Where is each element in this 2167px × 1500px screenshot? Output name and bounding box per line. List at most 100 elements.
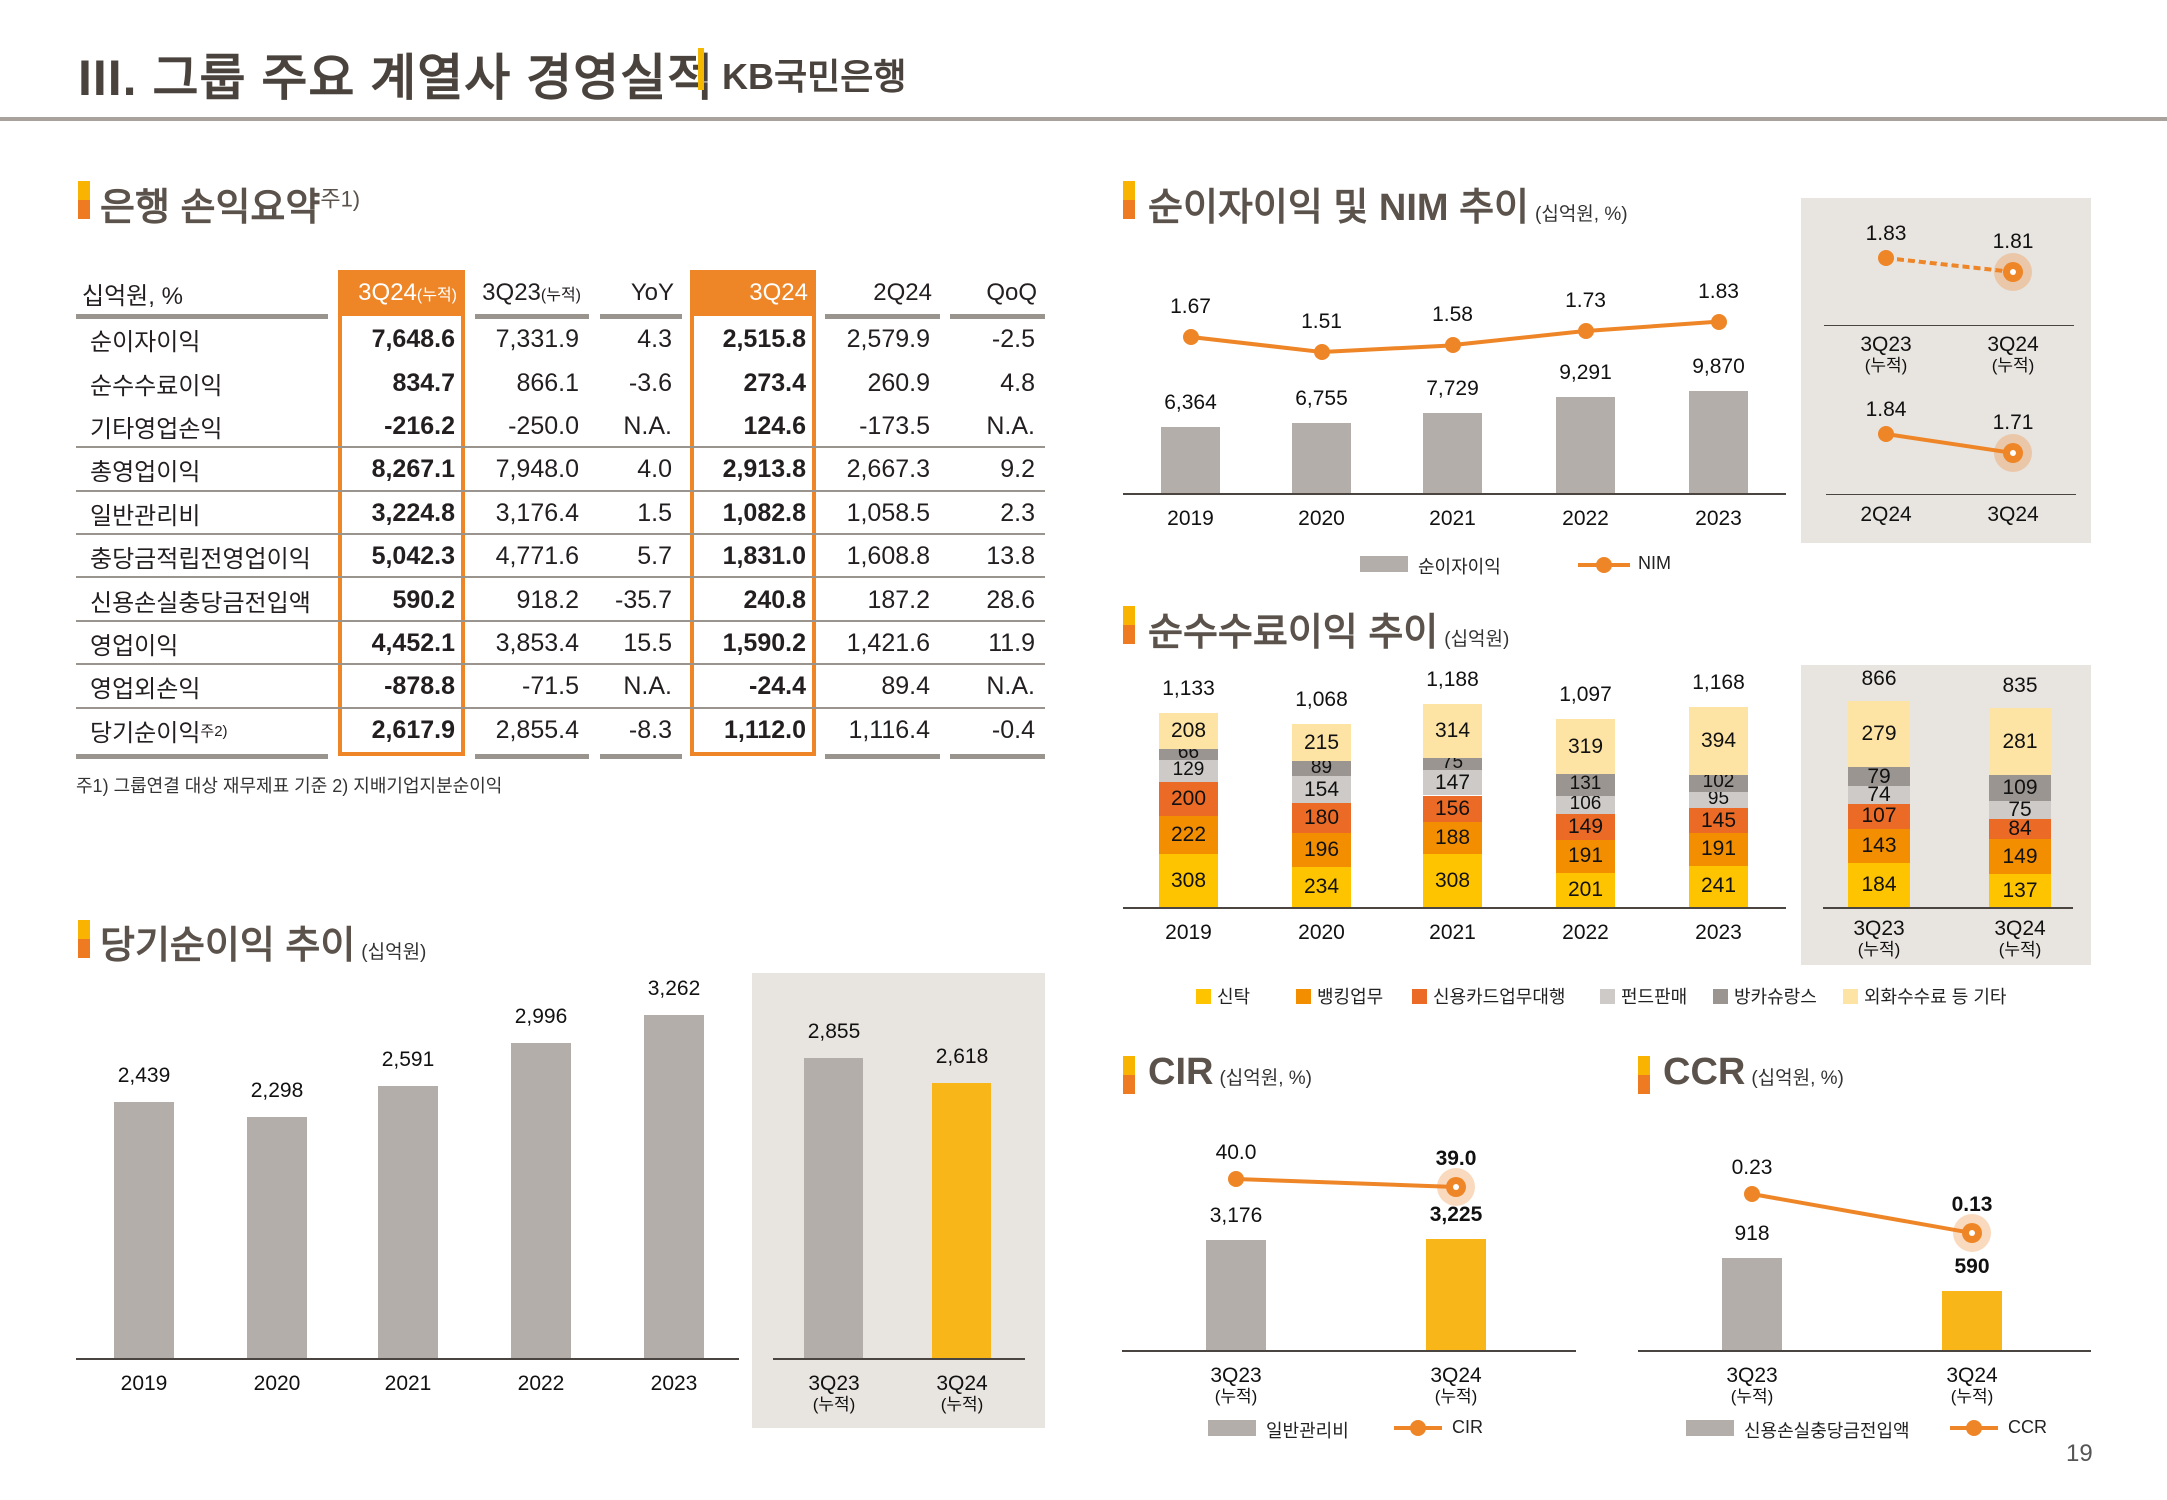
table-cell: 8,267.1 <box>371 455 455 484</box>
legend-swatch-bar <box>1208 1420 1256 1436</box>
section-marker <box>78 181 90 219</box>
stack-segment <box>1423 757 1482 771</box>
ratio-point <box>1744 1186 1760 1202</box>
row-separator <box>76 663 1045 666</box>
table-unit-label: 십억원, % <box>82 282 183 310</box>
total-label: 866 <box>1861 666 1897 690</box>
table-cell: N.A. <box>623 672 672 701</box>
segment-label: 184 <box>1861 873 1897 897</box>
legend-item: 펀드판매 <box>1600 983 1687 1009</box>
data-label: 590 <box>1954 1255 1990 1278</box>
legend-swatch <box>1196 988 1211 1004</box>
bar <box>1292 423 1351 493</box>
x-tick-label: 2022 <box>1562 507 1609 530</box>
bar <box>1722 1258 1782 1350</box>
table-cell: 3,176.4 <box>495 498 579 527</box>
x-tick-label: 3Q24 (누적) <box>1430 1364 1481 1405</box>
segment-label: 109 <box>2002 776 2038 800</box>
category-label-text: 3Q24 <box>1430 1364 1482 1387</box>
table-cell: 2.3 <box>1000 498 1035 527</box>
table-cell: 7,648.6 <box>371 325 455 354</box>
category-label-sub: (누적) <box>1950 1387 1994 1406</box>
table-cell: 1.5 <box>637 498 672 527</box>
table-cell: -71.5 <box>522 672 579 701</box>
legend-swatch-marker <box>1596 557 1612 573</box>
x-tick-label: 2023 <box>1695 921 1742 944</box>
table-bottom-rule <box>600 754 682 759</box>
category-label-sub: (누적) <box>812 1395 856 1414</box>
table-bottom-rule <box>950 754 1045 759</box>
segment-label: 279 <box>1861 722 1897 746</box>
x-tick-label: 2023 <box>650 1372 698 1395</box>
table-row: 당기순이익 주2) 2,617.9 2,855.4 -8.3 1,112.0 1,116.4… <box>76 709 1045 752</box>
panel-axis <box>1826 494 2076 495</box>
row-separator <box>76 446 1045 449</box>
summary-section-title: 은행 손익요약주1) <box>100 176 360 231</box>
legend-label: 일반관리비 <box>1266 1421 1349 1441</box>
category-label-text: 3Q23 <box>1853 917 1905 940</box>
table-cell: 124.6 <box>743 411 806 440</box>
segment-label: 131 <box>1569 773 1602 795</box>
net-income-unit: (십억원) <box>361 942 427 963</box>
header-rule <box>76 314 328 319</box>
stack-segment <box>1423 703 1482 758</box>
stack-segment <box>1423 795 1482 823</box>
legend-swatch-bar <box>1360 556 1408 572</box>
x-axis-panel <box>1823 907 2073 909</box>
section-marker <box>1123 606 1135 644</box>
table-cell: 834.7 <box>392 368 455 397</box>
header-divider <box>0 117 2167 121</box>
fee-title-text: 순수수료이익 추이 <box>1148 612 1439 654</box>
total-label: 1,168 <box>1692 671 1745 695</box>
table-cell: 13.8 <box>986 542 1035 571</box>
stack-segment <box>1423 854 1482 907</box>
header-rule <box>950 314 1045 319</box>
total-label: 835 <box>2002 674 2038 698</box>
table-cell: 7,948.0 <box>495 455 579 484</box>
row-label-text: 영업이익 <box>90 632 179 660</box>
stack-segment <box>1989 708 2051 776</box>
row-label: 기타영업손익 <box>76 405 342 448</box>
net-income-ytd-panel <box>752 973 1045 1428</box>
stack-segment <box>1848 829 1910 864</box>
segment-label: 196 <box>1303 838 1340 862</box>
category-label-text: 3Q24 <box>1994 917 2046 940</box>
row-label: 당기순이익 주2) <box>76 709 342 752</box>
row-separator <box>76 489 1045 492</box>
nim-section-title: 순이자이익 및 NIM 추이 (십억원, %) <box>1148 176 1628 231</box>
bar <box>1556 397 1615 493</box>
legend-label: NIM <box>1638 553 1671 573</box>
column-header-label: 2Q24 <box>873 279 932 306</box>
column-header: 3Q24 (누적) <box>338 270 465 316</box>
segment-label: 319 <box>1567 734 1604 758</box>
nim-cumulative-point <box>1878 250 1894 266</box>
header-rule <box>825 314 940 319</box>
ratio-line <box>1235 1177 1457 1189</box>
legend-label: 방카슈랑스 <box>1734 987 1817 1007</box>
row-label-text: 충당금적립전영업이익 <box>90 546 311 574</box>
panel-category-label: 3Q24 (누적) <box>1987 333 2038 374</box>
legend-swatch <box>1296 988 1311 1004</box>
table-cell: 1,590.2 <box>722 628 806 657</box>
stack-segment <box>1989 801 2051 819</box>
data-label: 3,225 <box>1429 1202 1483 1226</box>
segment-label: 102 <box>1702 771 1735 793</box>
table-row: 총영업이익 8,267.1 7,948.0 4.0 2,913.8 2,667.3 9.2 <box>76 448 1045 492</box>
x-tick-label: 2022 <box>517 1372 565 1395</box>
category-label-text: 2Q24 <box>1860 503 1912 526</box>
segment-label: 89 <box>1310 756 1333 778</box>
segment-label: 143 <box>1861 834 1897 858</box>
table-bottom-rule <box>76 754 328 759</box>
legend-item: 뱅킹업무 <box>1296 983 1383 1009</box>
table-cell: 4,771.6 <box>495 542 579 571</box>
table-cell: 1,082.8 <box>722 498 806 527</box>
x-tick-label: 2019 <box>1167 507 1214 530</box>
highlight-column-frame <box>690 316 816 756</box>
nim-quarterly-point-highlight-center <box>2010 450 2016 456</box>
table-cell: -173.5 <box>859 411 930 440</box>
nim-label: 1.81 <box>1992 230 2034 253</box>
segment-label: 188 <box>1434 826 1471 850</box>
category-label-text: 3Q23 <box>1860 333 1912 356</box>
fee-section-title: 순수수료이익 추이 (십억원) <box>1148 601 1509 656</box>
table-bottom-rule <box>475 754 589 759</box>
